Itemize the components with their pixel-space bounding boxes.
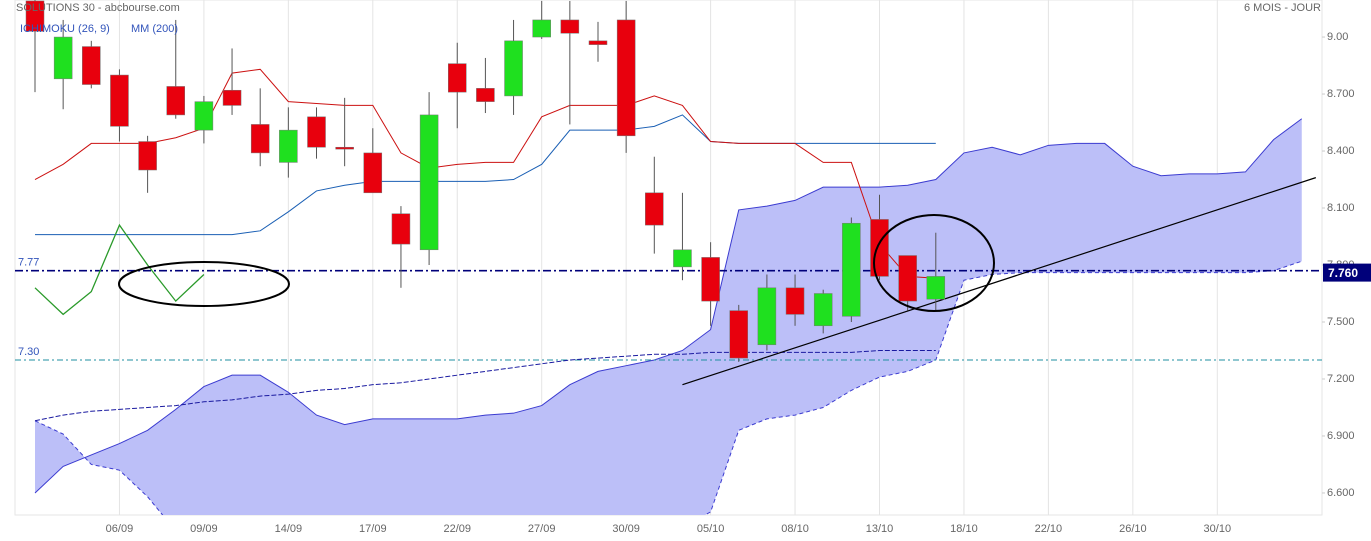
tenkan-line: [34, 68, 936, 279]
senkou-span-a: [34, 118, 1303, 494]
x-tick-label: 06/09: [106, 523, 134, 535]
candle-body: [673, 249, 692, 268]
candle-body: [335, 146, 354, 150]
candle-body: [222, 89, 242, 106]
candle-body: [25, 0, 45, 32]
period: 6 MOIS - JOUR: [1244, 2, 1321, 14]
candle-body: [870, 219, 889, 277]
y-tick-label: 6.900: [1327, 430, 1355, 442]
candle-body: [588, 40, 608, 45]
candle-body: [138, 141, 157, 171]
candle-body: [560, 19, 580, 34]
highlight-ellipse: [118, 261, 290, 307]
candle-body: [476, 88, 495, 102]
candle-body: [757, 287, 777, 346]
chikou-line: [34, 223, 205, 316]
candle-body: [813, 293, 833, 327]
candle-body: [701, 257, 720, 302]
plot-marks: [25, 0, 1317, 422]
chart-title: SOLUTIONS 30 - abcbourse.com: [16, 2, 180, 14]
candle-body: [250, 124, 270, 154]
candle-body: [279, 129, 298, 163]
candle-body: [532, 19, 551, 38]
candle-body: [307, 116, 326, 148]
axes: 6.6006.9007.2007.5007.8008.1008.4008.700…: [18, 31, 1371, 535]
x-tick-label: 18/10: [950, 523, 978, 535]
candle-body: [729, 310, 748, 359]
x-tick-label: 22/09: [443, 523, 471, 535]
candle-body: [53, 36, 73, 80]
candle-body: [448, 63, 467, 93]
y-tick-label: 6.600: [1327, 487, 1355, 499]
y-tick-label: 8.700: [1327, 88, 1355, 100]
highlight-ellipse: [873, 214, 995, 312]
x-tick-label: 08/10: [781, 523, 809, 535]
x-tick-label: 17/09: [359, 523, 387, 535]
candle-body: [363, 152, 383, 194]
candle-body: [166, 86, 185, 116]
last-price-label: 7.760: [1328, 266, 1358, 280]
level-label: 7.30: [18, 346, 39, 358]
candle-body: [82, 46, 101, 85]
candle-body: [842, 222, 861, 317]
mm200-line: [34, 349, 936, 422]
y-tick-label: 9.00: [1327, 31, 1348, 43]
trendline: [682, 177, 1317, 386]
senkou-span-b: [34, 260, 1302, 515]
x-tick-label: 09/09: [190, 523, 218, 535]
candle-body: [616, 19, 636, 137]
candle-body: [419, 114, 439, 251]
y-tick-label: 7.200: [1327, 373, 1355, 385]
kumo-cloud: [35, 118, 1302, 515]
x-tick-label: 22/10: [1035, 523, 1063, 535]
x-tick-label: 30/10: [1204, 523, 1232, 535]
candle-body: [645, 192, 664, 226]
x-tick-label: 30/09: [612, 523, 640, 535]
candle-body: [504, 40, 523, 97]
y-tick-label: 7.500: [1327, 316, 1355, 328]
last-price-box: [1323, 263, 1371, 282]
y-tick-label: 8.400: [1327, 145, 1355, 157]
legend-mm: MM (200): [131, 23, 178, 35]
candle-body: [194, 101, 214, 131]
level-label: 7.77: [18, 257, 39, 269]
x-tick-label: 26/10: [1119, 523, 1147, 535]
x-tick-label: 05/10: [697, 523, 725, 535]
candle-body: [391, 213, 411, 245]
x-tick-label: 27/09: [528, 523, 556, 535]
candle-body: [785, 287, 805, 315]
candle-body: [110, 74, 129, 127]
x-tick-label: 14/09: [275, 523, 303, 535]
y-tick-label: 8.100: [1327, 202, 1355, 214]
legend-ichimoku: ICHIMOKU (26, 9): [20, 23, 110, 35]
candle-body: [898, 255, 917, 302]
candle-body: [926, 276, 946, 300]
x-tick-label: 13/10: [866, 523, 894, 535]
